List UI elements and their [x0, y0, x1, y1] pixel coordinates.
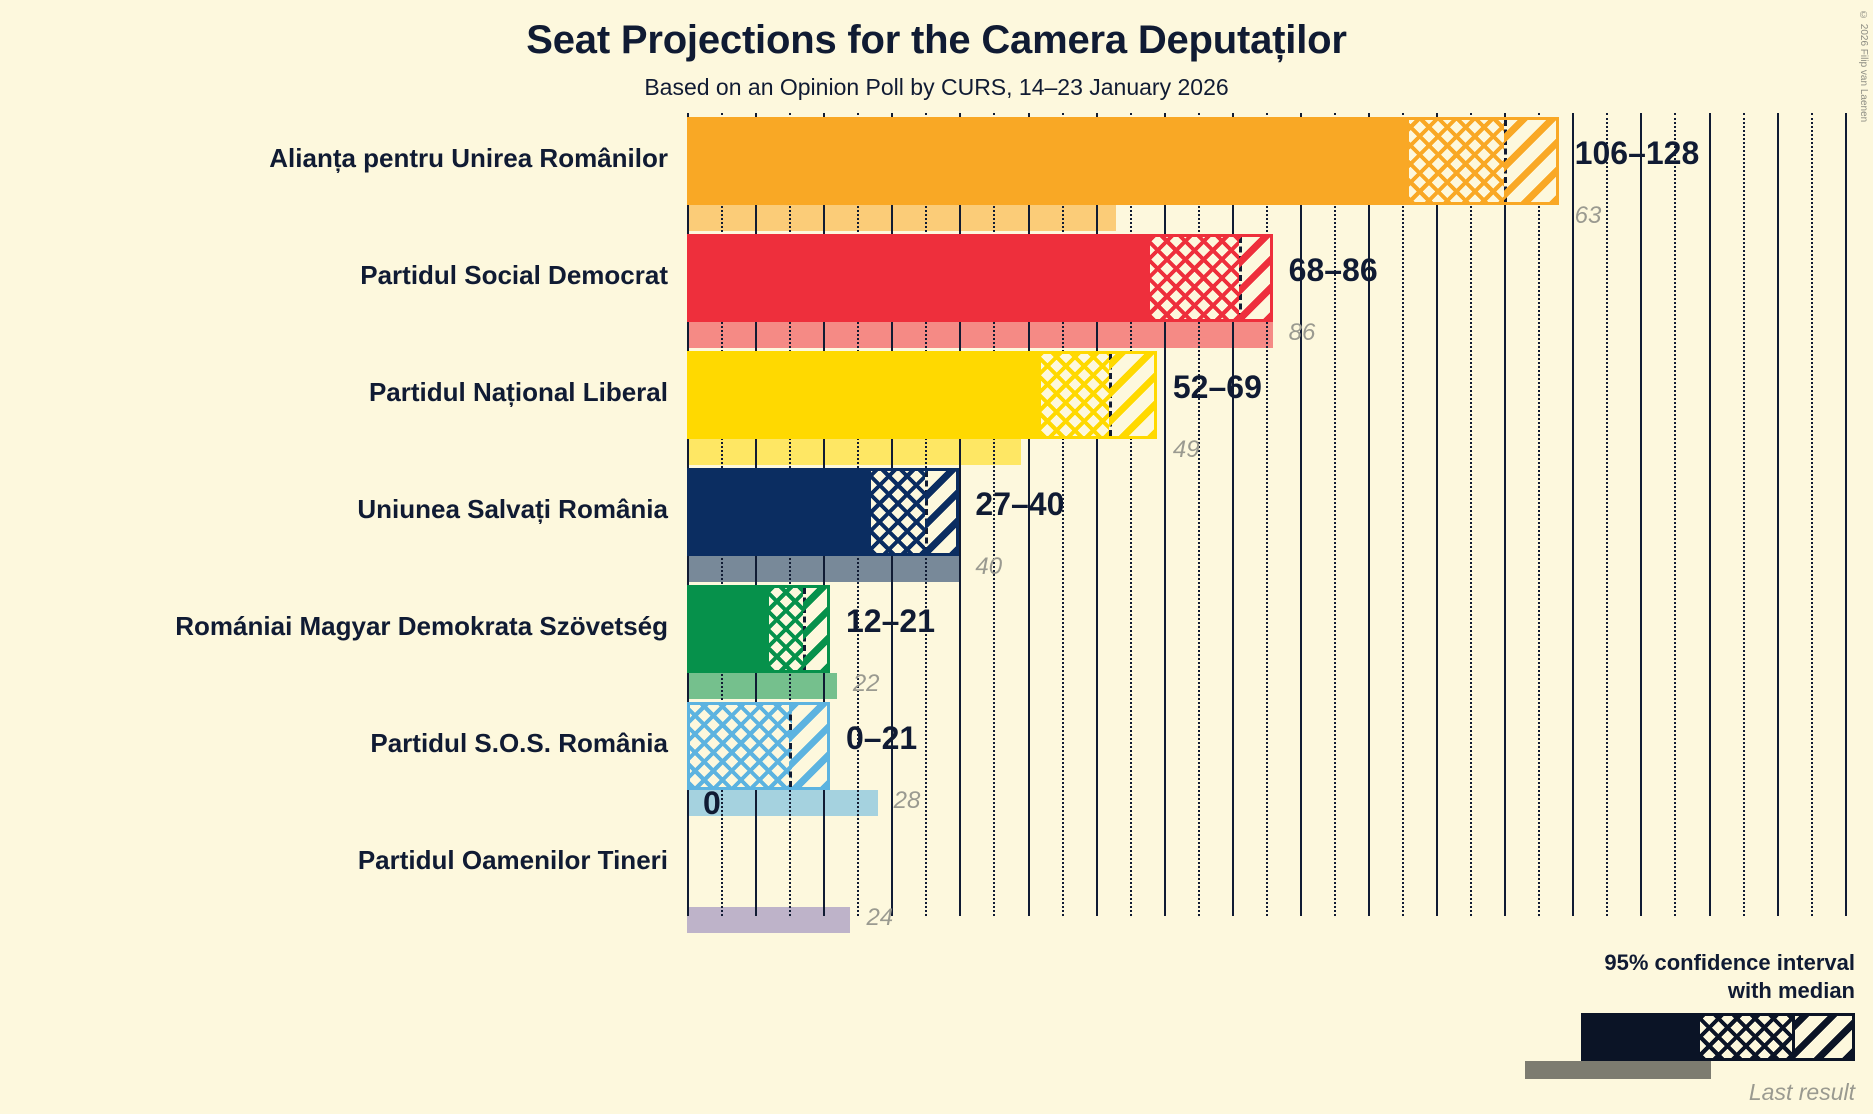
last-result-bar — [687, 673, 837, 699]
legend-crosshatch-swatch — [1700, 1016, 1792, 1058]
last-result-value: 49 — [1172, 436, 1200, 463]
interval-crosshatch-segment — [768, 588, 803, 670]
legend-swatches — [1525, 1013, 1855, 1079]
party-label: Uniunea Salvați România — [357, 494, 668, 524]
interval-diagonal-segment — [925, 471, 960, 553]
gridline-145 — [1674, 113, 1677, 916]
gridline-165 — [1810, 113, 1813, 916]
interval-solid-segment — [690, 120, 1409, 202]
confidence-interval-bar — [687, 234, 1273, 322]
confidence-interval-bar — [687, 117, 1559, 205]
gridline-55 — [1061, 113, 1064, 916]
legend-last-result-label: Last result — [1748, 1079, 1855, 1105]
gridline-95 — [1333, 113, 1336, 916]
interval-diagonal-segment — [789, 705, 830, 787]
chart-row: Partidul Oamenilor Tineri 0 24 — [358, 785, 1873, 933]
gridline-160 — [1776, 113, 1779, 916]
gridline-155 — [1742, 113, 1745, 916]
gridline-140 — [1640, 113, 1643, 916]
last-result-value: 22 — [852, 670, 880, 697]
gridline-110 — [1436, 113, 1439, 916]
gridline-130 — [1572, 113, 1575, 916]
interval-solid-segment — [690, 588, 769, 670]
gridline-70 — [1163, 113, 1166, 916]
gridline-100 — [1368, 113, 1370, 916]
last-result-value: 24 — [866, 904, 894, 931]
legend-last-result-swatch — [1525, 1061, 1711, 1079]
party-label: Partidul Național Liberal — [368, 377, 668, 407]
gridline-75 — [1197, 113, 1200, 916]
chart-subtitle: Based on an Opinion Poll by CURS, 14–23 … — [644, 74, 1229, 100]
gridline-85 — [1265, 113, 1268, 916]
gridline-120 — [1504, 113, 1507, 916]
chart-row: Romániai Magyar Demokrata Szövetség 12–21… — [175, 585, 1873, 699]
gridline-80 — [1231, 113, 1234, 916]
chart-legend: 95% confidence interval with median Last… — [1525, 949, 1855, 1106]
legend-interval-swatch — [1581, 1013, 1855, 1061]
last-result-bar — [687, 439, 1021, 465]
chart-row: Partidul Național Liberal 52–69 49 — [369, 351, 1873, 465]
gridline-40 — [959, 113, 962, 916]
chart-row: Alianța pentru Unirea Românilor 106–128 63 — [269, 117, 1873, 231]
interval-solid-segment — [690, 354, 1042, 436]
interval-diagonal-segment — [1504, 120, 1559, 202]
last-result-bar — [687, 790, 878, 816]
interval-solid-segment — [690, 471, 871, 553]
interval-crosshatch-segment — [1150, 237, 1239, 319]
range-value: 12–21 — [846, 603, 935, 639]
range-value: 68–86 — [1288, 252, 1378, 288]
party-label: Partidul Oamenilor Tineri — [357, 845, 668, 875]
gridline-65 — [1129, 113, 1132, 916]
interval-solid-segment — [690, 237, 1151, 319]
last-result-value: 40 — [975, 553, 1003, 580]
party-label: Partidul S.O.S. România — [370, 728, 668, 758]
party-label: Romániai Magyar Demokrata Szövetség — [175, 611, 668, 641]
chart-row: Partidul Social Democrat 68–86 86 — [360, 234, 1873, 348]
last-result-bar — [687, 205, 1117, 231]
interval-crosshatch-segment — [1408, 120, 1505, 202]
interval-crosshatch-segment — [1041, 354, 1110, 436]
last-result-bar — [687, 322, 1273, 348]
range-value: 52–69 — [1172, 369, 1262, 405]
gridline-105 — [1402, 113, 1405, 916]
legend-title-line1: 95% confidence interval — [1604, 950, 1855, 975]
gridline-115 — [1470, 113, 1473, 916]
confidence-interval-bar — [687, 468, 960, 556]
gridline-90 — [1299, 113, 1302, 916]
gridline-150 — [1708, 113, 1711, 916]
party-label: Alianța pentru Unirea Românilor — [269, 143, 668, 173]
gridline-45 — [993, 113, 996, 916]
last-result-value: 28 — [893, 787, 921, 814]
interval-crosshatch-segment — [690, 705, 793, 787]
gridline-50 — [1027, 113, 1030, 916]
interval-diagonal-segment — [1238, 237, 1273, 319]
range-value: 106–128 — [1574, 135, 1700, 171]
range-value: 0 — [703, 785, 721, 821]
range-value: 0–21 — [846, 720, 918, 756]
copyright-notice: © 2026 Filip van Laenen — [1858, 10, 1869, 123]
last-result-value: 63 — [1574, 202, 1602, 229]
last-result-bar — [687, 907, 851, 933]
interval-crosshatch-segment — [870, 471, 926, 553]
interval-diagonal-segment — [802, 588, 830, 670]
gridline-60 — [1095, 113, 1098, 916]
gridline-135 — [1606, 113, 1609, 916]
confidence-interval-bar — [687, 585, 830, 673]
range-value: 27–40 — [975, 486, 1065, 522]
gridline-125 — [1538, 113, 1541, 916]
confidence-interval-bar — [687, 702, 830, 790]
chart-row: Partidul S.O.S. România 0–21 28 — [370, 702, 1873, 816]
interval-diagonal-segment — [1109, 354, 1157, 436]
legend-diagonal-swatch — [1795, 1016, 1852, 1058]
plot-area: Alianța pentru Unirea Românilor 106–128 63… — [175, 113, 1873, 1114]
party-label: Partidul Social Democrat — [360, 260, 668, 290]
page-title: Seat Projections for the Camera Deputați… — [526, 18, 1347, 62]
legend-title-line2: with median — [1727, 977, 1855, 1003]
confidence-interval-bar — [687, 351, 1157, 439]
gridline-170 — [1844, 113, 1847, 916]
chart-row: Uniunea Salvați România 27–40 40 — [357, 468, 1873, 582]
last-result-value: 86 — [1288, 319, 1316, 346]
